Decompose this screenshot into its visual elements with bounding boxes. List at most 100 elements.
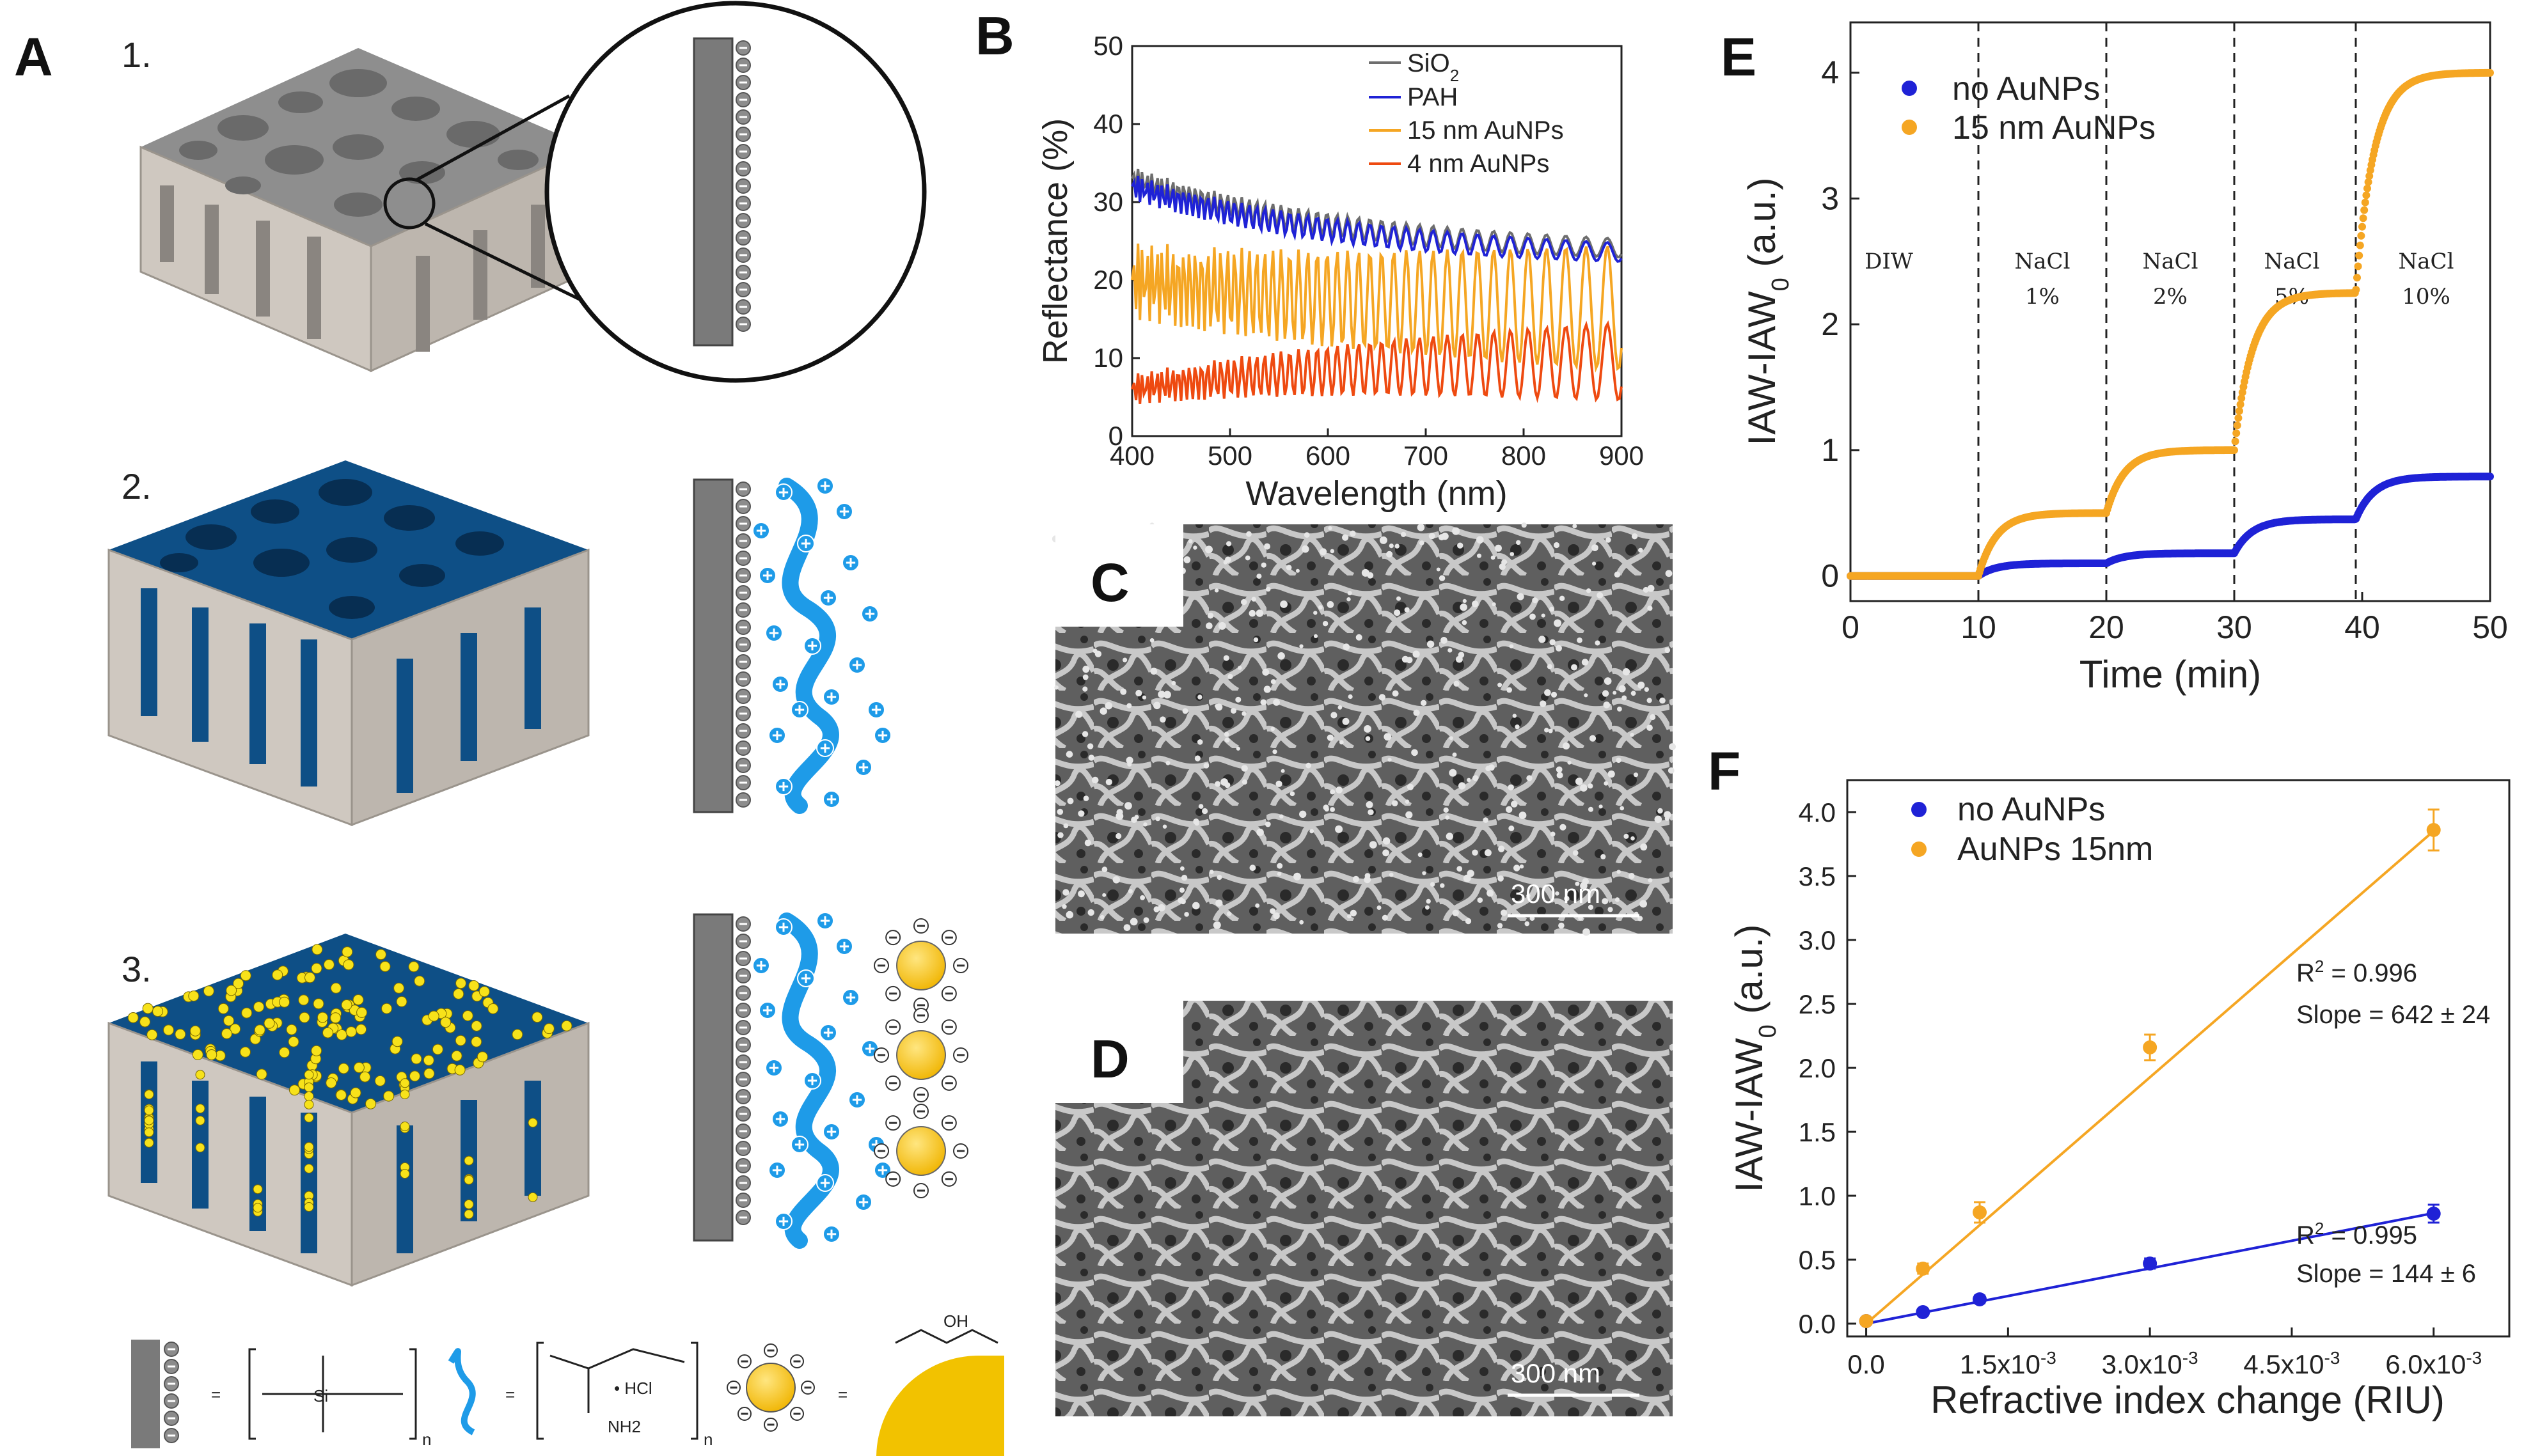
sem-particle bbox=[1417, 524, 1425, 531]
aunp-dot bbox=[311, 1045, 322, 1056]
sem-particle bbox=[1256, 609, 1264, 617]
sem-particle bbox=[1607, 907, 1613, 912]
negative-charge bbox=[874, 1047, 889, 1063]
x-tick-label: 6.0x10-3 bbox=[2385, 1348, 2482, 1380]
aunp-dot bbox=[330, 982, 342, 994]
sem-particle bbox=[1405, 811, 1413, 818]
sem-particle bbox=[1347, 914, 1352, 919]
gold-nanoparticle bbox=[874, 1008, 968, 1102]
sem-particle bbox=[1249, 865, 1256, 872]
negative-charge bbox=[736, 758, 751, 773]
chart-f-ylabel: IAW-IAW0 (a.u.) bbox=[1728, 925, 1781, 1193]
negative-charge bbox=[736, 213, 751, 228]
aunp-dot bbox=[240, 970, 251, 982]
sem-particle bbox=[1384, 733, 1392, 741]
aunp-dot bbox=[336, 1029, 347, 1040]
aunp-dot bbox=[462, 1010, 473, 1021]
sem-particle bbox=[1273, 699, 1280, 706]
negative-charge bbox=[736, 196, 751, 211]
sem-particle bbox=[1391, 800, 1398, 806]
chart-b-legend: SiO2 PAH 15 nm AuNPs 4 nm AuNPs bbox=[1369, 49, 1564, 178]
series-15-nm-aunps bbox=[1847, 68, 2494, 580]
negative-charge bbox=[736, 516, 751, 531]
negative-charge bbox=[736, 1054, 751, 1070]
aunp-dot bbox=[408, 961, 420, 973]
negative-charge bbox=[885, 1115, 901, 1131]
negative-charge bbox=[164, 1359, 179, 1374]
aunp-dot bbox=[353, 1062, 365, 1073]
chart-f-frame bbox=[1846, 779, 2511, 1338]
phase-label: NaCl bbox=[2143, 249, 2198, 274]
aunp-dot bbox=[230, 1023, 241, 1035]
aunp-dot bbox=[432, 1044, 443, 1055]
aunp-dot bbox=[455, 978, 466, 989]
sem-particle bbox=[1413, 709, 1420, 716]
aunp-dot bbox=[139, 1016, 151, 1028]
negative-charge bbox=[736, 1089, 751, 1104]
negative-charge bbox=[736, 75, 751, 90]
negative-charge bbox=[941, 1171, 957, 1187]
aunp-dot bbox=[144, 1127, 154, 1138]
aunp-dot bbox=[299, 1012, 310, 1023]
negative-charge bbox=[164, 1411, 179, 1426]
sem-particle bbox=[1665, 570, 1673, 577]
sem-particle bbox=[1439, 575, 1446, 581]
panel-c-label: C bbox=[1091, 552, 1130, 613]
sem-particle bbox=[1476, 536, 1484, 544]
panel-e: E 0102030405001234DIWNaCl1%NaCl2%NaCl5%N… bbox=[1721, 21, 2508, 696]
sem-particle bbox=[1638, 547, 1643, 553]
sem-particle bbox=[1249, 609, 1256, 617]
step-3-label: 3. bbox=[122, 949, 152, 989]
phase-label-value: 1% bbox=[2025, 284, 2060, 309]
sem-particle bbox=[1387, 758, 1392, 762]
sem-particle bbox=[1462, 620, 1467, 625]
slope-aunps: Slope = 642 ± 24 bbox=[2296, 1001, 2490, 1029]
sem-particle bbox=[1550, 691, 1558, 698]
sem-particle bbox=[1361, 568, 1369, 577]
sem-particle bbox=[1078, 810, 1085, 817]
positive-charge bbox=[775, 778, 793, 795]
sem-particle bbox=[1223, 560, 1228, 565]
sem-particle bbox=[1188, 539, 1193, 544]
aunp-dot bbox=[304, 1070, 314, 1080]
sem-particle bbox=[1236, 746, 1240, 751]
sem-particle bbox=[1589, 735, 1597, 742]
sem-particle bbox=[1629, 873, 1635, 879]
sem-particle bbox=[1143, 822, 1148, 827]
sem-particle bbox=[1078, 890, 1085, 898]
sem-particle bbox=[1513, 865, 1520, 872]
sem-particle bbox=[1299, 810, 1307, 818]
sem-particle bbox=[1618, 685, 1626, 693]
sem-particle bbox=[1630, 732, 1634, 737]
panel-a-label: A bbox=[14, 27, 53, 87]
sem-particle bbox=[1484, 849, 1492, 857]
sem-particle bbox=[1082, 674, 1089, 680]
sem-particle bbox=[1260, 699, 1266, 705]
sem-particle bbox=[1379, 536, 1387, 544]
sem-particle bbox=[1241, 599, 1247, 606]
step-2-label: 2. bbox=[122, 466, 152, 506]
data-point-no-aunps bbox=[2143, 1256, 2157, 1271]
sem-particle bbox=[1640, 843, 1648, 851]
aunp-dot bbox=[464, 1175, 474, 1185]
sem-particle bbox=[1490, 555, 1495, 560]
sem-particle bbox=[1620, 806, 1625, 811]
legend-15nm: 15 nm AuNPs bbox=[1407, 116, 1564, 145]
sem-particle bbox=[1650, 714, 1656, 721]
sem-particle bbox=[1419, 540, 1424, 545]
sem-particle bbox=[1614, 571, 1621, 578]
sem-particle bbox=[1396, 596, 1401, 601]
negative-charge bbox=[736, 1158, 751, 1173]
sem-particle bbox=[1215, 781, 1221, 787]
sem-particle bbox=[1428, 533, 1435, 540]
sem-particle bbox=[1575, 778, 1583, 785]
aunp-dot bbox=[561, 1020, 572, 1031]
aunp-dot bbox=[144, 1090, 154, 1100]
positive-charge bbox=[848, 1091, 866, 1109]
aunp-dot bbox=[440, 1017, 452, 1028]
sem-particle bbox=[1293, 872, 1301, 881]
aunp-dot bbox=[375, 949, 386, 960]
sem-particle bbox=[1512, 714, 1517, 718]
aunp-dot bbox=[532, 1012, 543, 1023]
positive-charge bbox=[861, 605, 879, 623]
